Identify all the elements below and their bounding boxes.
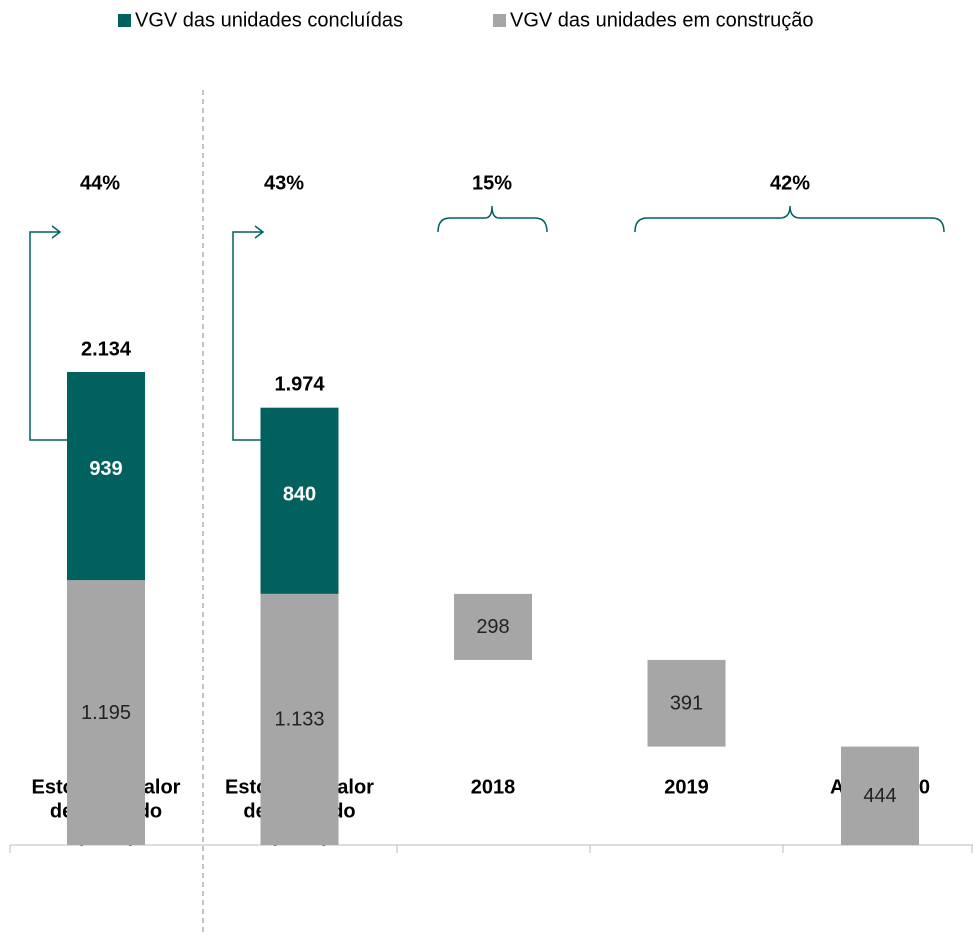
- bar: [260, 407, 339, 594]
- bar: [67, 372, 145, 581]
- legend-label: VGV das unidades em construção: [510, 9, 814, 31]
- legend-swatch: [493, 14, 506, 27]
- value-label: 444: [863, 785, 896, 807]
- legend: VGV das unidades concluídas VGV das unida…: [118, 9, 814, 31]
- total-label: 1.974: [274, 374, 325, 396]
- x-tick-label: 2019: [664, 776, 709, 798]
- share-label: 43%: [264, 172, 304, 194]
- bar: [67, 580, 145, 845]
- share-label: 15%: [472, 172, 512, 194]
- share-label: 42%: [770, 172, 810, 194]
- share-label: 44%: [80, 172, 120, 194]
- legend-label: VGV das unidades concluídas: [135, 9, 403, 31]
- value-label: 1.195: [81, 702, 131, 724]
- x-tick-label: 2018: [471, 776, 516, 798]
- bar: [454, 593, 532, 660]
- value-label: 391: [670, 693, 703, 715]
- value-label: 1.133: [274, 709, 324, 731]
- legend-swatch: [118, 14, 131, 27]
- bar: [647, 659, 726, 747]
- value-label: 840: [283, 483, 316, 505]
- total-label: 2.134: [81, 338, 132, 360]
- value-label: 298: [476, 616, 509, 638]
- bar: [841, 746, 919, 845]
- bar: [260, 593, 339, 845]
- value-label: 939: [89, 458, 122, 480]
- arrows: [29, 205, 945, 441]
- column-ticks: [9, 845, 973, 853]
